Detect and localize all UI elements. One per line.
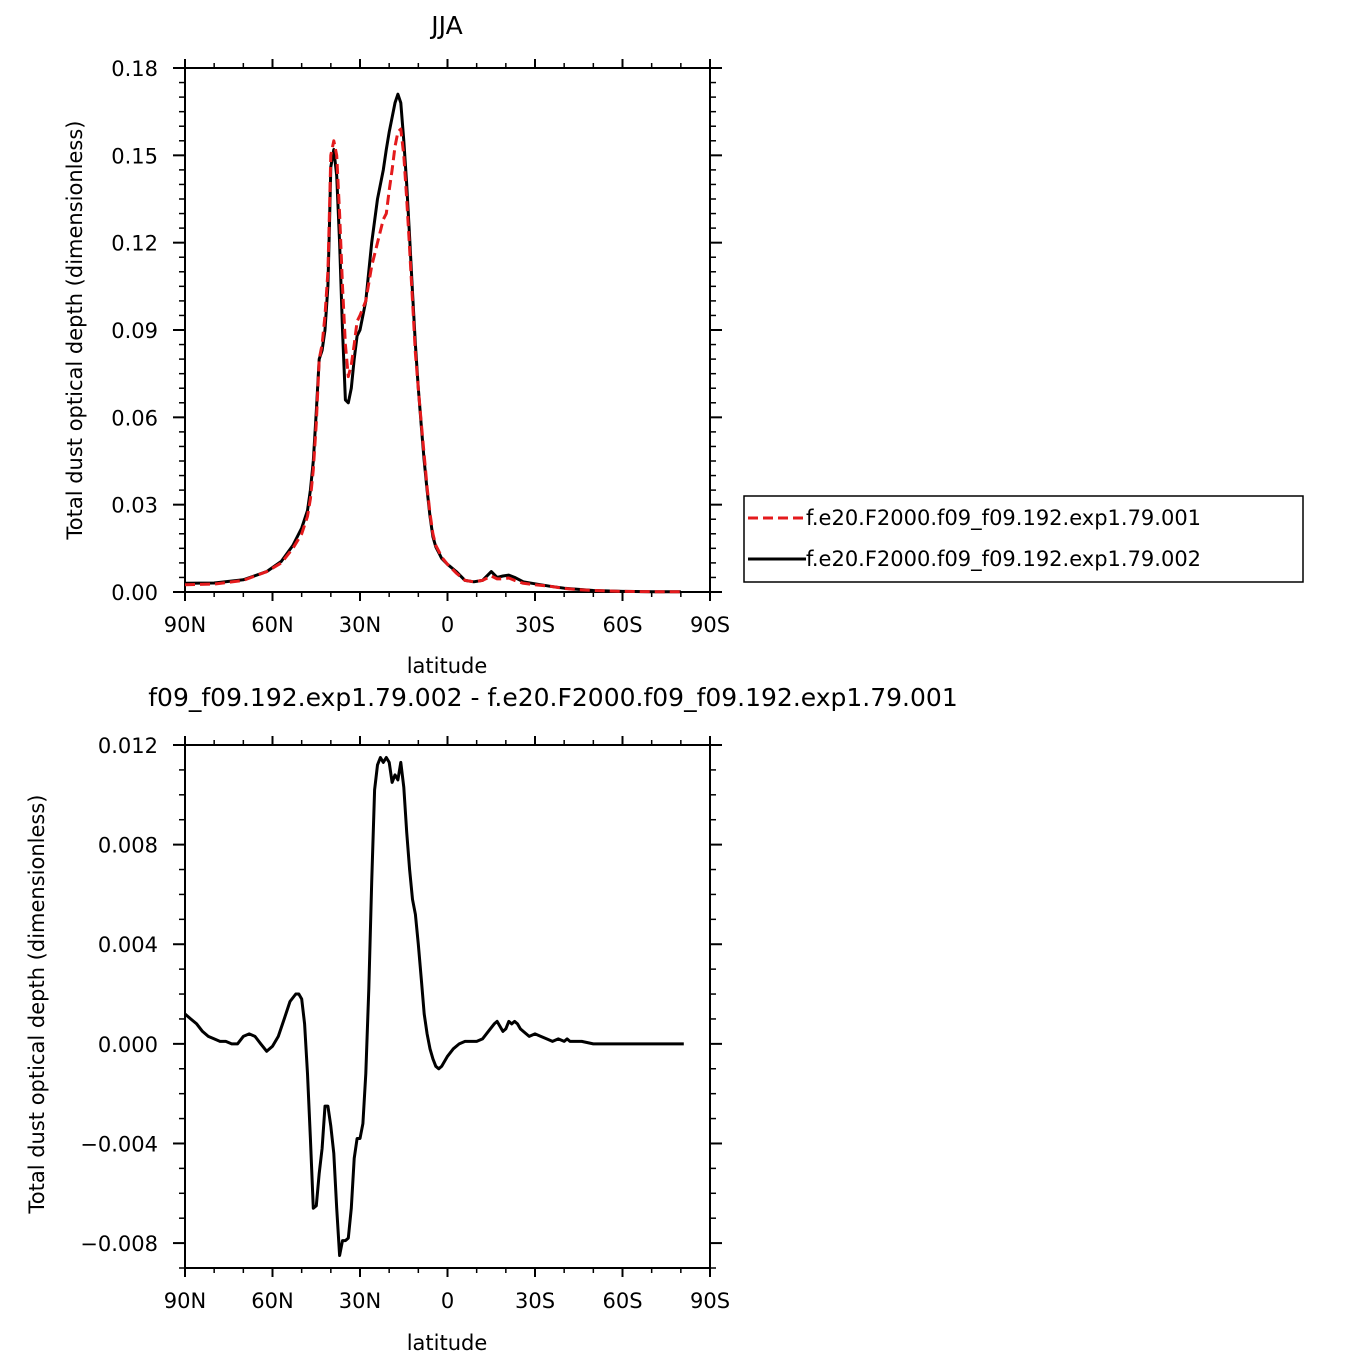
top-series-1-line	[184, 127, 681, 594]
top-chart-title: JJA	[429, 11, 462, 40]
top-x-tick-label: 90N	[164, 613, 206, 637]
top-y-axis-label: Total dust optical depth (dimensionless)	[63, 121, 87, 541]
legend: f.e20.F2000.f09_f09.192.exp1.79.001 f.e2…	[743, 495, 1304, 583]
bottom-x-tick-label: 30N	[339, 1289, 381, 1313]
bottom-x-axis-label: latitude	[407, 1331, 488, 1355]
bottom-y-axis-label: Total dust optical depth (dimensionless)	[25, 795, 49, 1215]
bottom-x-tick-label: 30S	[515, 1289, 555, 1313]
bottom-y-tick-label: 0.008	[98, 834, 158, 858]
top-y-tick-label: 0.06	[111, 406, 158, 430]
bottom-chart-panel: f09_f09.192.exp1.79.002 - f.e20.F2000.f0…	[25, 683, 958, 1355]
top-y-tick-label: 0.00	[111, 581, 158, 605]
bottom-y-tick-label: 0.000	[98, 1033, 158, 1057]
top-x-tick-label: 30S	[515, 613, 555, 637]
legend-label-series-2: f.e20.F2000.f09_f09.192.exp1.79.002	[806, 547, 1201, 572]
bottom-x-tick-label: 90S	[690, 1289, 730, 1313]
top-plot-frame	[184, 67, 711, 593]
bottom-chart-title: f09_f09.192.exp1.79.002 - f.e20.F2000.f0…	[148, 683, 957, 712]
top-x-tick-label: 0	[441, 613, 454, 637]
top-y-tick-label: 0.09	[111, 319, 158, 343]
top-y-tick-label: 0.12	[111, 232, 158, 256]
bottom-plot-area: 90N 60N 30N 0 30S 60S 90S −0.008 −0.004 0.000 0.00…	[80, 734, 730, 1313]
bottom-x-tick-label: 90N	[164, 1289, 206, 1313]
bottom-y-tick-label: −0.008	[80, 1232, 158, 1256]
top-x-axis-label: latitude	[407, 654, 488, 678]
legend-box	[743, 495, 1304, 583]
bottom-x-tick-label: 60S	[602, 1289, 642, 1313]
top-chart-panel: JJA 90N 60N 30N 0 30S 60S 90S 0.00 0.03 0.06 0.09 0…	[63, 11, 1304, 678]
top-series-2-line	[184, 92, 681, 594]
bottom-series-1-line	[184, 756, 684, 1257]
bottom-y-tick-label: −0.004	[80, 1132, 158, 1156]
top-x-tick-label: 90S	[690, 613, 730, 637]
top-y-tick-label: 0.03	[111, 494, 158, 518]
top-y-tick-label: 0.15	[111, 144, 158, 168]
top-x-tick-label: 30N	[339, 613, 381, 637]
bottom-y-tick-label: 0.012	[98, 734, 158, 758]
bottom-x-tick-label: 60N	[251, 1289, 293, 1313]
top-y-tick-label: 0.18	[111, 57, 158, 81]
top-x-tick-label: 60N	[251, 613, 293, 637]
top-x-tick-label: 60S	[602, 613, 642, 637]
legend-label-series-1: f.e20.F2000.f09_f09.192.exp1.79.001	[806, 506, 1201, 531]
bottom-plot-frame	[184, 744, 711, 1269]
top-plot-area: 90N 60N 30N 0 30S 60S 90S 0.00 0.03 0.06 0.09 0.12 0…	[111, 57, 730, 637]
bottom-y-tick-label: 0.004	[98, 933, 158, 957]
bottom-x-tick-label: 0	[441, 1289, 454, 1313]
